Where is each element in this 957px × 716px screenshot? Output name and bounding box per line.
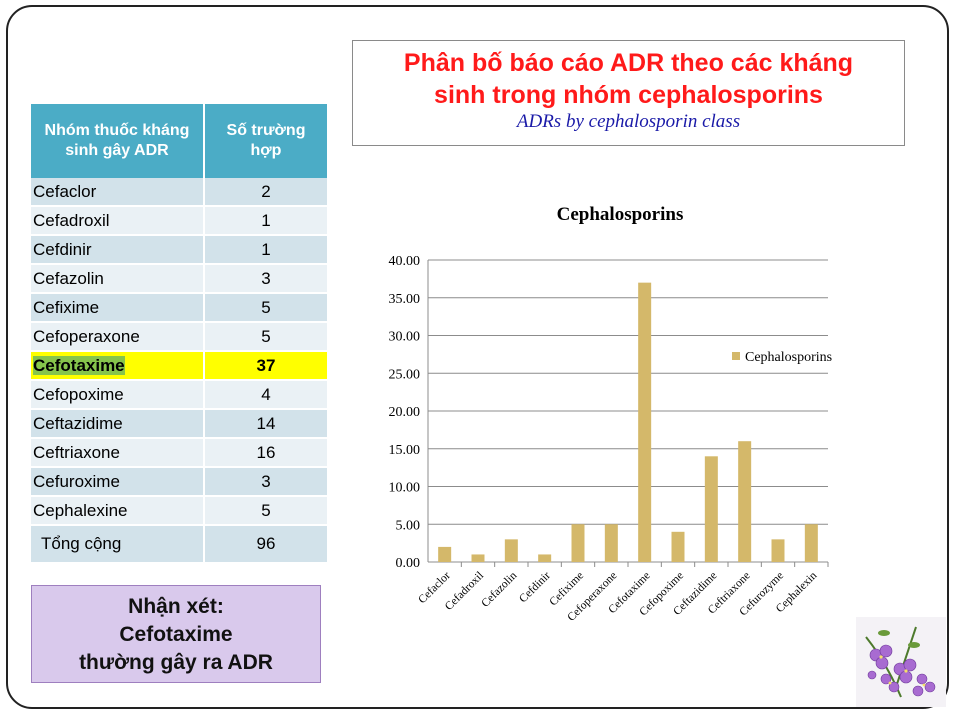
case-count: 5 bbox=[204, 322, 327, 352]
chart-title: Cephalosporins bbox=[556, 204, 684, 225]
drug-name: Cefoperaxone bbox=[31, 322, 205, 352]
header-case-count: Số trường hợp bbox=[204, 104, 327, 178]
total-count: 96 bbox=[204, 525, 327, 564]
bar bbox=[571, 524, 585, 562]
drug-name: Cefazolin bbox=[31, 264, 205, 294]
bar bbox=[671, 531, 685, 562]
bar bbox=[738, 441, 752, 562]
y-tick-label: 20.00 bbox=[389, 405, 421, 420]
title-line-2: sinh trong nhóm cephalosporins bbox=[434, 81, 823, 109]
y-tick-label: 10.00 bbox=[389, 481, 421, 496]
table-row: Cefadroxil 1 bbox=[31, 206, 327, 236]
total-label: Tổng cộng bbox=[31, 525, 205, 564]
bar bbox=[504, 539, 518, 562]
y-tick-label: 30.00 bbox=[389, 330, 421, 345]
remark-box: Nhận xét: Cefotaxime thường gây ra ADR bbox=[31, 585, 321, 683]
drug-name: Cefixime bbox=[31, 293, 205, 323]
table-row: Cefazolin 3 bbox=[31, 264, 327, 294]
case-count: 3 bbox=[204, 264, 327, 294]
bar bbox=[804, 524, 818, 562]
slide-title: Phân bố báo cáo ADR theo các kháng sinh … bbox=[353, 47, 904, 111]
case-count: 37 bbox=[204, 351, 327, 381]
case-count: 2 bbox=[204, 178, 327, 207]
drug-name: Cefuroxime bbox=[31, 467, 205, 497]
drug-name: Cefaclor bbox=[31, 178, 205, 207]
case-count: 5 bbox=[204, 293, 327, 323]
drug-name: Cefdinir bbox=[31, 235, 205, 265]
adr-table: Nhóm thuốc kháng sinh gây ADR Số trường … bbox=[31, 104, 327, 564]
table-row-highlighted: Cefotaxime 37 bbox=[31, 351, 327, 381]
table-row: Cefdinir 1 bbox=[31, 235, 327, 265]
y-tick-label: 15.00 bbox=[389, 443, 421, 458]
table-row: Cefoperaxone 5 bbox=[31, 322, 327, 352]
slide-subtitle: ADRs by cephalosporin class bbox=[516, 111, 741, 132]
table-total-row: Tổng cộng 96 bbox=[31, 525, 327, 564]
y-tick-label: 40.00 bbox=[389, 254, 421, 269]
bar bbox=[638, 282, 652, 562]
bar bbox=[471, 554, 485, 562]
remark-line-2: Cefotaxime bbox=[119, 623, 233, 646]
drug-name: Cefopoxime bbox=[31, 380, 205, 410]
case-count: 16 bbox=[204, 438, 327, 468]
remark-line-1: Nhận xét: bbox=[128, 595, 224, 618]
case-count: 1 bbox=[204, 235, 327, 265]
header-drug-group: Nhóm thuốc kháng sinh gây ADR bbox=[31, 104, 205, 178]
drug-name: Cephalexine bbox=[31, 496, 205, 526]
drug-name: Cefadroxil bbox=[31, 206, 205, 236]
table-row: Cefuroxime 3 bbox=[31, 467, 327, 497]
legend-swatch bbox=[732, 352, 740, 360]
table-row: Cefixime 5 bbox=[31, 293, 327, 323]
y-tick-label: 0.00 bbox=[396, 556, 421, 571]
drug-name: Cefotaxime bbox=[31, 351, 205, 381]
y-tick-label: 35.00 bbox=[389, 292, 421, 307]
table-row: Cefopoxime 4 bbox=[31, 380, 327, 410]
bar bbox=[771, 539, 785, 562]
case-count: 5 bbox=[204, 496, 327, 526]
table-row: Ceftazidime 14 bbox=[31, 409, 327, 439]
flower-decoration-icon bbox=[856, 617, 946, 707]
table-row: Cephalexine 5 bbox=[31, 496, 327, 526]
bar-chart: 0.00 5.00 10.00 15.00 20.00 25.00 30.00 35.00 40… bbox=[389, 254, 833, 624]
legend-label: Cephalosporins bbox=[745, 350, 832, 365]
remark-line-3: thường gây ra ADR bbox=[79, 651, 273, 674]
highlighted-drug-name: Cefotaxime bbox=[33, 355, 125, 375]
table-row: Ceftriaxone 16 bbox=[31, 438, 327, 468]
y-tick-label: 5.00 bbox=[396, 518, 421, 533]
case-count: 1 bbox=[204, 206, 327, 236]
table-header-row: Nhóm thuốc kháng sinh gây ADR Số trường … bbox=[31, 104, 327, 178]
bar bbox=[438, 546, 452, 562]
x-tick-label: Cefazolin bbox=[479, 569, 519, 609]
drug-name: Ceftriaxone bbox=[31, 438, 205, 468]
case-count: 4 bbox=[204, 380, 327, 410]
title-box: Phân bố báo cáo ADR theo các kháng sinh … bbox=[352, 40, 905, 146]
bar bbox=[604, 524, 618, 562]
bar bbox=[704, 456, 718, 562]
bar bbox=[538, 554, 552, 562]
table-row: Cefaclor 2 bbox=[31, 178, 327, 207]
case-count: 3 bbox=[204, 467, 327, 497]
y-tick-label: 25.00 bbox=[389, 367, 421, 382]
case-count: 14 bbox=[204, 409, 327, 439]
title-line-1: Phân bố báo cáo ADR theo các kháng bbox=[403, 49, 854, 77]
drug-name: Ceftazidime bbox=[31, 409, 205, 439]
